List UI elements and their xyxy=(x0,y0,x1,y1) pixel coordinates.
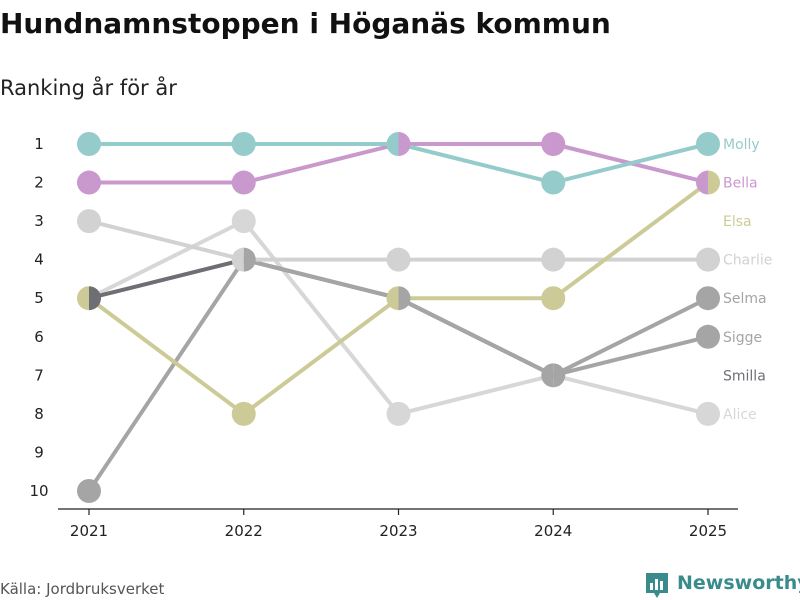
x-tick-label: 2023 xyxy=(379,522,417,540)
x-tick-label: 2024 xyxy=(534,522,572,540)
point-selma xyxy=(243,247,256,272)
point-bella xyxy=(398,132,411,156)
point-smilla xyxy=(89,286,101,311)
x-tick-label: 2021 xyxy=(70,522,108,540)
brand-name: Newsworthy xyxy=(677,572,800,594)
point-charlie xyxy=(386,247,411,272)
point-elsa xyxy=(386,286,399,311)
chart-subtitle: Ranking år för år xyxy=(0,75,177,100)
series-lines xyxy=(87,142,710,493)
point-bella xyxy=(231,170,256,195)
y-tick-label: 6 xyxy=(34,328,44,346)
point-sigge xyxy=(553,363,566,388)
series-end-labels: Molly Bella Elsa Charlie Selma Sigge Smilla Ali… xyxy=(723,137,772,423)
point-molly xyxy=(231,132,256,156)
source-note: Källa: Jordbruksverket xyxy=(0,580,164,598)
y-tick-label: 4 xyxy=(34,251,44,269)
x-axis: 2021 2022 2023 2024 2025 xyxy=(70,509,727,540)
point-selma xyxy=(77,479,101,503)
y-tick-label: 9 xyxy=(34,443,44,461)
series-label-charlie: Charlie xyxy=(723,253,772,269)
point-sigge xyxy=(696,324,720,349)
chart-title: Hundnamnstoppen i Höganäs kommun xyxy=(0,7,611,40)
point-elsa xyxy=(231,401,256,426)
series-label-alice: Alice xyxy=(723,407,757,423)
y-tick-label: 5 xyxy=(34,289,44,307)
series-label-smilla: Smilla xyxy=(723,368,766,384)
y-axis: 1 2 3 4 5 6 7 8 9 10 xyxy=(29,135,48,500)
series-label-elsa: Elsa xyxy=(723,214,752,230)
series-label-selma: Selma xyxy=(723,291,767,307)
series-label-bella: Bella xyxy=(723,176,758,192)
y-tick-label: 7 xyxy=(34,366,44,384)
bar-chart-bubble-icon xyxy=(646,573,668,598)
point-charlie xyxy=(541,247,566,272)
point-molly xyxy=(696,132,720,156)
point-selma xyxy=(541,363,554,388)
y-tick-label: 1 xyxy=(34,135,44,153)
point-bella xyxy=(541,132,566,156)
point-selma xyxy=(398,286,411,311)
x-tick-label: 2022 xyxy=(225,522,263,540)
point-charlie xyxy=(696,247,720,272)
point-bella xyxy=(696,170,708,195)
series-label-sigge: Sigge xyxy=(723,330,762,346)
x-tick-label: 2025 xyxy=(689,522,727,540)
series-line-sigge xyxy=(551,334,710,378)
y-tick-label: 8 xyxy=(34,405,44,423)
point-molly xyxy=(77,132,101,156)
point-molly xyxy=(541,170,566,195)
point-molly xyxy=(386,132,399,156)
y-tick-label: 10 xyxy=(29,482,48,500)
series-label-molly: Molly xyxy=(723,137,760,153)
point-alice xyxy=(231,209,256,234)
point-elsa xyxy=(541,286,566,311)
y-tick-label: 2 xyxy=(34,174,44,192)
series-markers xyxy=(77,132,720,503)
point-selma xyxy=(696,286,720,311)
point-bella xyxy=(77,170,101,195)
point-alice xyxy=(386,401,411,426)
y-tick-label: 3 xyxy=(34,212,44,230)
point-charlie xyxy=(77,209,101,234)
point-elsa xyxy=(708,170,720,195)
newsworthy-logo[interactable]: Newsworthy xyxy=(646,572,800,598)
point-charlie xyxy=(231,247,244,272)
point-alice xyxy=(696,401,720,426)
point-elsa xyxy=(77,286,89,311)
